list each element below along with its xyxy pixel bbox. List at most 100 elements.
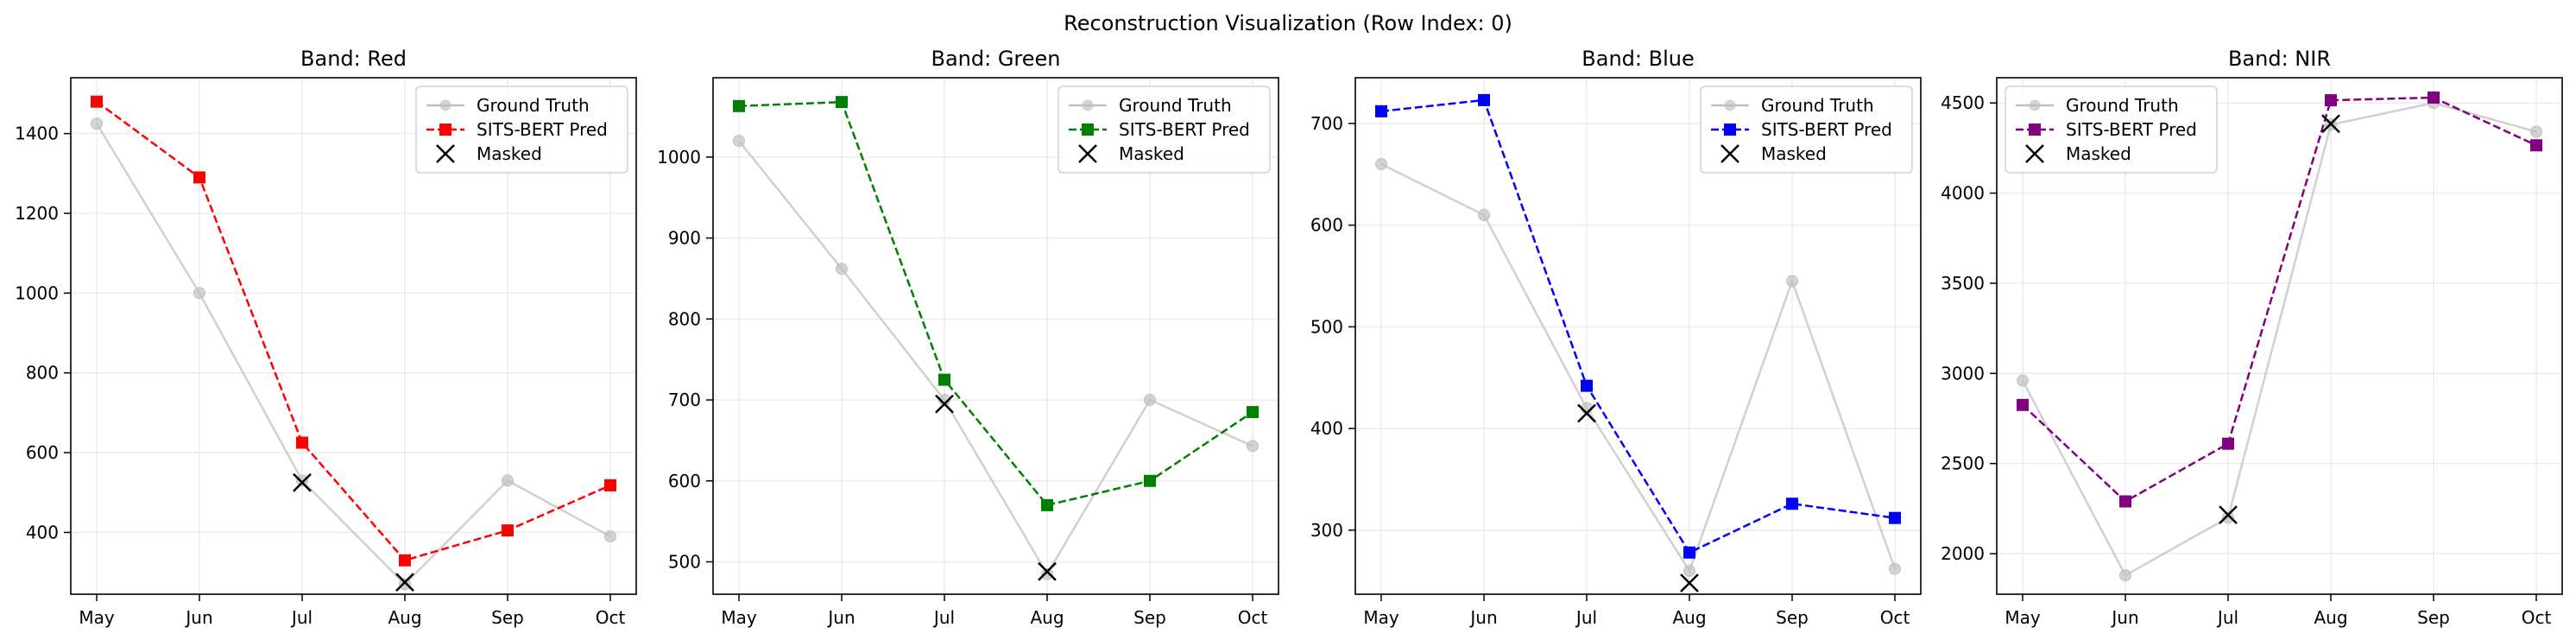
y-tick-label: 800: [668, 308, 701, 329]
prediction-point: [2325, 94, 2337, 107]
x-tick-label: Jul: [2216, 607, 2238, 628]
masked-point: [2321, 114, 2340, 134]
legend-masked-marker: [1078, 144, 1097, 163]
chart-title: Band: NIR: [2228, 47, 2331, 71]
prediction-line: [2022, 96, 2537, 504]
y-tick-label: 1400: [15, 124, 59, 144]
ground-truth-point: [2017, 374, 2029, 387]
legend-box: [1700, 86, 1913, 174]
y-tick-label: 3500: [1941, 273, 1985, 294]
legend-box: [2005, 86, 2218, 174]
prediction-point: [2530, 139, 2542, 152]
chart-title: Band: Blue: [1582, 47, 1694, 71]
x-tick-label: Aug: [388, 607, 421, 628]
ground-truth-point: [1041, 567, 1053, 580]
legend: Ground Truth SITS-BERT Pred Masked: [1058, 86, 1271, 174]
legend-gt-label: Ground Truth: [1761, 95, 1874, 116]
legend-box: [1058, 86, 1271, 174]
x-tick-label: Oct: [1880, 607, 1910, 628]
prediction-line: [96, 100, 611, 562]
x-tick-label: Jul: [290, 607, 313, 628]
ground-truth-point: [2119, 569, 2131, 582]
prediction-point: [1375, 105, 1387, 117]
legend-pred-marker: [1724, 124, 1736, 136]
y-tick-label: 600: [1310, 215, 1343, 236]
axes-frame: [712, 77, 1279, 595]
masked-point: [293, 472, 312, 492]
prediction-point: [2428, 91, 2440, 104]
ground-truth-point: [2530, 125, 2542, 138]
prediction-point: [296, 436, 308, 449]
prediction-point: [2222, 437, 2234, 450]
x-tick-label: Oct: [2522, 607, 2552, 628]
y-tick-label: 700: [668, 390, 701, 410]
x-tick-label: May: [79, 607, 115, 628]
y-tick-label: 400: [1310, 418, 1343, 439]
ground-truth-point: [399, 578, 411, 591]
legend-gt-label: Ground Truth: [1119, 95, 1232, 116]
y-tick-label: 1000: [15, 282, 59, 303]
chart-panel-2: 300 400 500 600 700 May Jun Jul Aug Sep Oct Band: B…: [1310, 47, 1922, 628]
x-tick-label: Jul: [932, 607, 955, 628]
y-tick-label: 400: [26, 522, 59, 542]
ground-truth-point: [1375, 158, 1387, 171]
prediction-point: [1683, 546, 1695, 559]
legend-pred-label: SITS-BERT Pred: [1761, 119, 1892, 140]
ground-truth-point: [502, 474, 514, 487]
prediction-point: [938, 373, 950, 386]
chart-panel-1: 500 600 700 800 900 1000 May Jun Jul Aug Sep Oct Ban…: [657, 47, 1279, 628]
ground-truth-line: [1380, 162, 1897, 573]
y-tick-label: 700: [1310, 113, 1343, 134]
x-tick-label: Aug: [1030, 607, 1064, 628]
y-tick-label: 500: [1310, 316, 1343, 337]
y-tick-label: 1200: [15, 203, 59, 224]
x-tick-label: Sep: [491, 607, 524, 628]
legend: Ground Truth SITS-BERT Pred Masked: [415, 86, 628, 174]
ground-truth-point: [91, 117, 103, 130]
y-tick-label: 600: [26, 442, 59, 463]
legend-pred-label: SITS-BERT Pred: [2066, 119, 2197, 140]
prediction-point: [91, 95, 103, 108]
legend-masked-marker: [2025, 144, 2044, 163]
ground-truth-point: [1786, 275, 1798, 288]
legend-gt-marker: [1082, 99, 1094, 111]
legend-masked-marker: [436, 144, 455, 163]
ground-truth-point: [604, 530, 616, 543]
figure-title: Reconstruction Visualization (Row Index:…: [1064, 11, 1512, 35]
x-tick-label: Jun: [826, 607, 855, 628]
ground-truth-point: [733, 135, 745, 148]
legend-gt-marker: [2029, 99, 2041, 111]
prediction-line: [738, 100, 1253, 507]
legend-masked-label: Masked: [1761, 143, 1827, 164]
prediction-point: [2017, 398, 2029, 411]
legend-pred-marker: [1082, 124, 1094, 136]
x-tick-label: Sep: [2417, 607, 2450, 628]
y-tick-label: 2000: [1941, 543, 1985, 564]
legend-gt-marker: [1724, 99, 1736, 111]
x-tick-label: May: [721, 607, 757, 628]
masked-point: [395, 573, 414, 592]
chart-title: Band: Green: [931, 47, 1060, 71]
legend-pred-label: SITS-BERT Pred: [477, 119, 608, 140]
x-tick-label: Jun: [1468, 607, 1497, 628]
x-tick-label: Oct: [1238, 607, 1268, 628]
y-tick-label: 4500: [1941, 92, 1985, 113]
ground-truth-point: [938, 394, 950, 407]
ground-truth-line: [738, 140, 1253, 577]
prediction-point: [193, 171, 205, 184]
ground-truth-point: [1683, 564, 1695, 577]
prediction-point: [733, 99, 745, 112]
masked-point: [2219, 505, 2238, 525]
legend-masked-marker: [1720, 144, 1739, 163]
x-tick-label: Sep: [1133, 607, 1166, 628]
y-tick-label: 4000: [1941, 183, 1985, 204]
prediction-point: [1581, 379, 1593, 392]
prediction-point: [1247, 406, 1259, 419]
x-tick-label: Jun: [2110, 607, 2138, 628]
legend-masked-label: Masked: [2066, 143, 2131, 164]
legend-gt-label: Ground Truth: [2066, 95, 2179, 116]
ground-truth-point: [1889, 562, 1901, 575]
ground-truth-line: [2021, 101, 2537, 577]
legend-pred-marker: [2029, 124, 2041, 136]
